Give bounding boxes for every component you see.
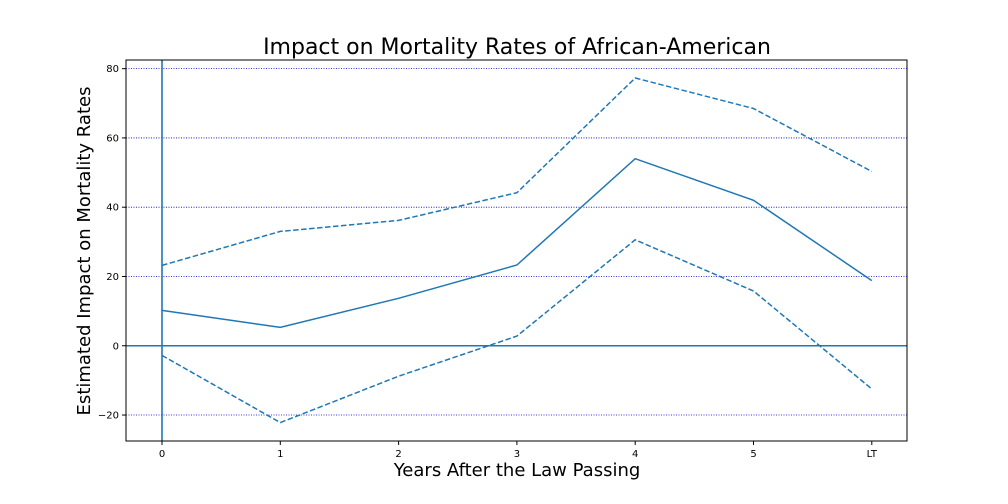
y-tick-label: 80 [106,64,119,75]
y-tick-label: 0 [113,341,119,352]
reference-lines [126,60,907,441]
y-axis-label: Estimated Impact on Mortality Rates [74,87,95,416]
x-tick-label: 1 [277,449,283,460]
x-tick-label: 3 [514,449,520,460]
plot-frame [125,59,908,442]
x-tick-label: 2 [395,449,401,460]
x-tick-label: LT [867,449,878,460]
y-tick-label: 20 [106,272,119,283]
x-axis-ticks: 0 1 2 3 4 5 LT [159,441,878,460]
x-tick-label: 0 [159,449,165,460]
series-line-upper-ci [161,77,873,267]
series-line-estimate [161,157,873,329]
chart-title: Impact on Mortality Rates of African-Ame… [263,35,771,60]
y-tick-label: −20 [98,411,119,422]
x-tick-label: 5 [750,449,756,460]
x-axis-label: Years After the Law Passing [393,460,641,481]
y-tick-label: 40 [106,203,119,214]
y-axis-ticks: −20 0 20 40 60 80 [98,64,126,422]
y-tick-label: 60 [106,133,119,144]
series-lines [161,77,873,424]
series-line-lower-ci [161,238,873,424]
x-tick-label: 4 [632,449,638,460]
